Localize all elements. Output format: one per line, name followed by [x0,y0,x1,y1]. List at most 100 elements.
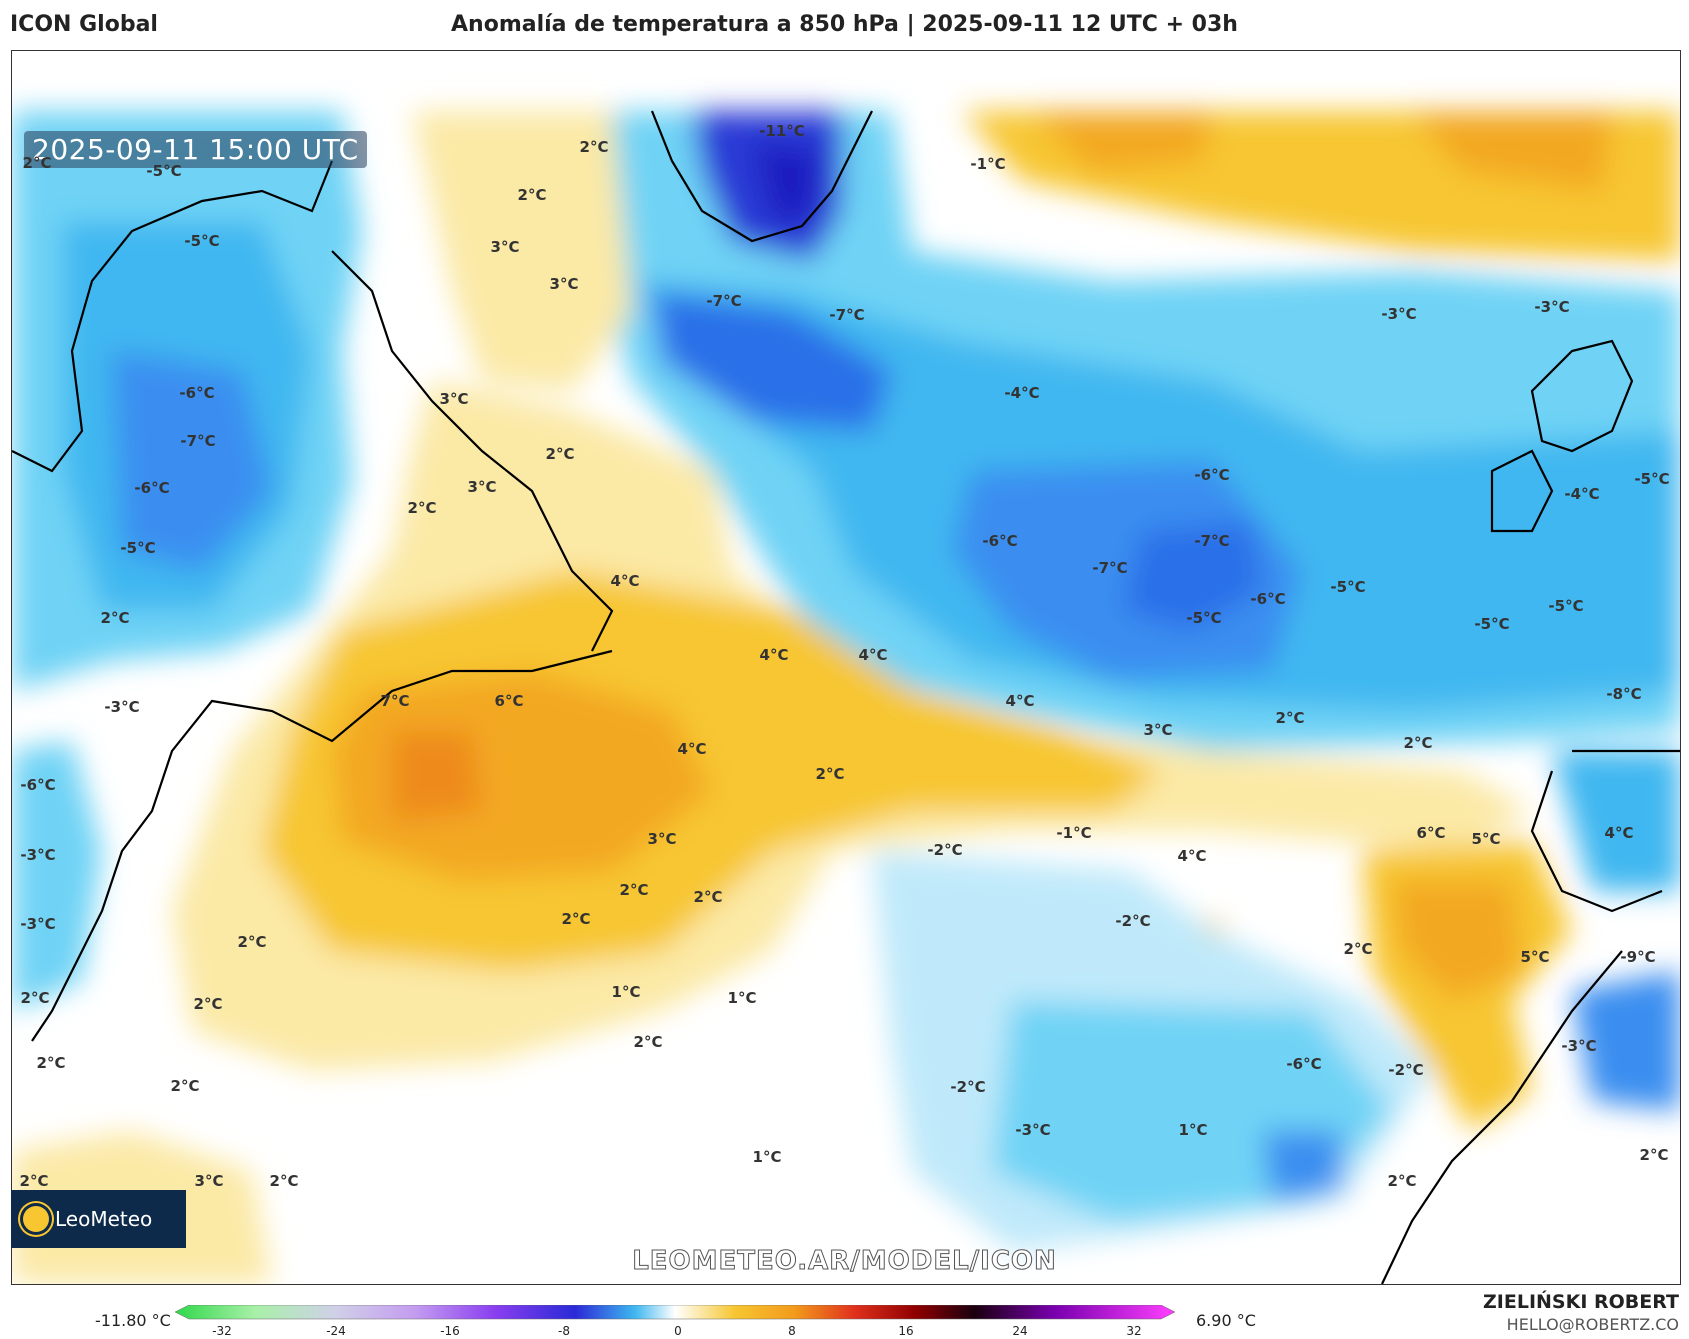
isotherm-label: -5°C [1634,470,1670,488]
isotherm-label: -3°C [1015,1121,1051,1139]
isotherm-label: -4°C [1004,384,1040,402]
isotherm-label: -5°C [184,232,220,250]
colorbar [175,1305,1175,1320]
colorbar-tick: 8 [788,1324,796,1338]
isotherm-label: -5°C [120,539,156,557]
isotherm-label: -3°C [20,915,56,933]
isotherm-label: -7°C [1092,559,1128,577]
colorbar-tick: -8 [558,1324,570,1338]
leometeo-logo: LeoMeteo [11,1190,186,1248]
isotherm-label: 4°C [858,646,888,664]
isotherm-label: 2°C [170,1077,200,1095]
isotherm-label: 3°C [1143,721,1173,739]
isotherm-label: 4°C [610,572,640,590]
isotherm-label: -8°C [1606,685,1642,703]
isotherm-label: -5°C [1186,609,1222,627]
isotherm-label: 1°C [727,989,757,1007]
isotherm-label: 2°C [407,499,437,517]
isotherm-label: 4°C [677,740,707,758]
isotherm-label: 3°C [490,238,520,256]
isotherm-label: 4°C [1177,847,1207,865]
isotherm-label: 6°C [494,692,524,710]
isotherm-label: 1°C [1178,1121,1208,1139]
isotherm-label: 2°C [1343,940,1373,958]
isotherm-label: 3°C [439,390,469,408]
valid-time-label: 2025-09-11 15:00 UTC [24,131,367,168]
isotherm-label: -6°C [20,776,56,794]
isotherm-label: -4°C [1564,485,1600,503]
logo-text: LeoMeteo [55,1207,153,1231]
isotherm-label: 2°C [1639,1146,1669,1164]
isotherm-label: 2°C [100,609,130,627]
isotherm-label: 1°C [752,1148,782,1166]
isotherm-label: -3°C [20,846,56,864]
colorbar-tick: 0 [674,1324,682,1338]
isotherm-label: 3°C [467,478,497,496]
isotherm-label: -5°C [1548,597,1584,615]
isotherm-label: 4°C [1604,824,1634,842]
isotherm-label: 2°C [517,186,547,204]
isotherm-label: -6°C [1194,466,1230,484]
author-name: ZIELIŃSKI ROBERT [1483,1291,1679,1313]
isotherm-label: 2°C [1387,1172,1417,1190]
isotherm-label: -6°C [179,384,215,402]
coastline [12,110,1680,1284]
anomaly-field [12,110,1680,1284]
isotherm-label: 2°C [633,1033,663,1051]
isotherm-label: -9°C [1620,948,1656,966]
isotherm-label: -2°C [1115,912,1151,930]
isotherm-label: 2°C [22,154,52,172]
colorbar-max-label: 6.90 °C [1196,1311,1256,1330]
author-email: HELLO@ROBERTZ.CO [1506,1315,1679,1334]
sun-icon [23,1206,49,1232]
isotherm-label: -2°C [927,841,963,859]
isotherm-label: -5°C [1330,578,1366,596]
isotherm-label: 2°C [193,995,223,1013]
isotherm-label: 5°C [1520,948,1550,966]
model-name: ICON Global [10,12,158,37]
isotherm-label: -3°C [1534,298,1570,316]
map-title: Anomalía de temperatura a 850 hPa | 2025… [451,12,1238,37]
isotherm-label: -5°C [1474,615,1510,633]
isotherm-label: 2°C [1403,734,1433,752]
isotherm-label: 4°C [759,646,789,664]
isotherm-label: 2°C [20,989,50,1007]
isotherm-label: 3°C [194,1172,224,1190]
colorbar-tick: 32 [1126,1324,1142,1338]
isotherm-label: 2°C [815,765,845,783]
isotherm-label: 2°C [545,445,575,463]
isotherm-label: 2°C [237,933,267,951]
isotherm-label: 2°C [1275,709,1305,727]
isotherm-label: -3°C [1381,305,1417,323]
isotherm-label: -1°C [970,155,1006,173]
isotherm-label: 2°C [693,888,723,906]
isotherm-label: 7°C [380,692,410,710]
isotherm-label: 2°C [561,910,591,928]
colorbar-tick: -24 [326,1324,346,1338]
isotherm-label: 1°C [611,983,641,1001]
isotherm-label: -6°C [134,479,170,497]
isotherm-label: -7°C [706,292,742,310]
isotherm-label: -3°C [1561,1037,1597,1055]
isotherm-label: -6°C [1250,590,1286,608]
isotherm-label: 6°C [1416,824,1446,842]
isotherm-label: 2°C [269,1172,299,1190]
isotherm-label: -6°C [1286,1055,1322,1073]
isotherm-label: 3°C [549,275,579,293]
isotherm-label: 2°C [579,138,609,156]
isotherm-label: 2°C [619,881,649,899]
isotherm-label: -5°C [146,162,182,180]
watermark-url: LEOMETEO.AR/MODEL/ICON [632,1246,1057,1277]
colorbar-tick: 24 [1012,1324,1028,1338]
isotherm-label: -6°C [982,532,1018,550]
isotherm-label: -2°C [950,1078,986,1096]
isotherm-label: -7°C [829,306,865,324]
isotherm-label: -2°C [1388,1061,1424,1079]
isotherm-label: 2°C [19,1172,49,1190]
colorbar-tick: -16 [440,1324,460,1338]
isotherm-label: 3°C [647,830,677,848]
isotherm-label: -7°C [1194,532,1230,550]
temperature-anomaly-map[interactable]: 2025-09-11 15:00 UTC 2°C -5°C -5°C -6°C … [11,50,1681,1285]
isotherm-label: -1°C [1056,824,1092,842]
isotherm-label: 4°C [1005,692,1035,710]
